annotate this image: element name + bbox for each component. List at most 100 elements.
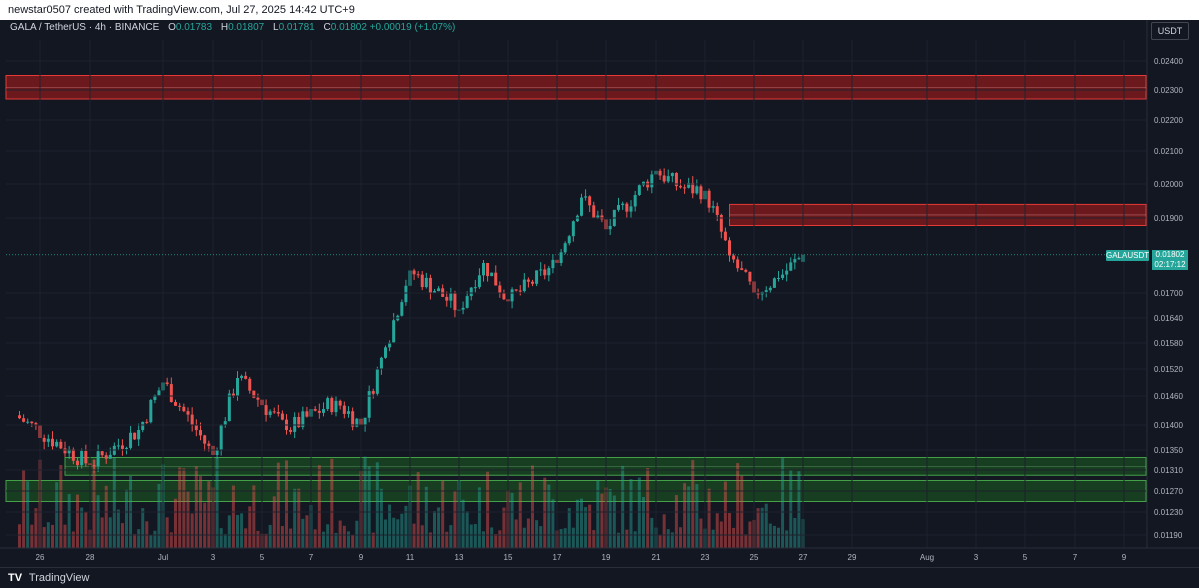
candle-body	[322, 409, 325, 413]
x-tick-label: 5	[1023, 553, 1028, 562]
attribution-text: newstar0507 created with TradingView.com…	[8, 4, 355, 16]
volume-bar	[59, 465, 63, 548]
volume-bar	[256, 530, 260, 548]
volume-bar	[625, 529, 629, 548]
volume-bar	[125, 489, 128, 548]
x-tick-label: 29	[848, 553, 857, 562]
candle-body	[629, 206, 633, 212]
candle-body	[764, 290, 768, 292]
volume-bar	[617, 532, 620, 548]
candle-body	[531, 281, 534, 284]
volume-bar	[575, 499, 579, 548]
volume-bar	[543, 477, 547, 548]
x-tick-label: 11	[406, 553, 415, 562]
volume-bar	[392, 517, 396, 548]
volume-bar	[441, 480, 445, 548]
volume-bar	[342, 525, 346, 548]
volume-bar	[112, 457, 116, 548]
volume-bar	[63, 524, 67, 548]
volume-bar	[453, 490, 457, 548]
volume-bar	[715, 513, 719, 548]
volume-bar	[469, 524, 473, 548]
volume-bar	[547, 484, 551, 548]
volume-bar	[764, 503, 768, 548]
candle-body	[194, 424, 198, 431]
x-tick-label: 7	[1073, 553, 1078, 562]
candle-body	[633, 195, 637, 207]
volume-bar	[347, 531, 350, 548]
volume-bar	[789, 470, 793, 548]
candle-body	[355, 418, 359, 427]
volume-bar	[272, 496, 276, 548]
volume-bar	[687, 486, 691, 548]
tradingview-logo-icon[interactable]: TV	[8, 572, 23, 584]
volume-bar	[437, 507, 441, 548]
candle-body	[252, 390, 256, 398]
volume-bar	[236, 514, 239, 548]
volume-bar	[412, 523, 416, 548]
candle-body	[371, 391, 375, 394]
volume-bar	[670, 532, 674, 548]
volume-bar	[433, 510, 436, 548]
y-tick-label: 0.02100	[1154, 147, 1183, 156]
volume-bar	[351, 534, 355, 548]
volume-bar	[420, 525, 424, 548]
candle-body	[793, 259, 797, 263]
volume-bar	[67, 494, 71, 548]
volume-bar	[363, 456, 367, 548]
price-chart[interactable]: 0.02400 0.02300 0.02200 0.02100 0.02000 0.019…	[0, 20, 1199, 567]
y-tick-label: 0.01460	[1154, 392, 1183, 401]
candle-body	[679, 186, 682, 188]
volume-bar	[674, 495, 678, 548]
volume-bar	[55, 482, 59, 548]
candle-body	[120, 445, 124, 449]
x-tick-label: 7	[309, 553, 314, 562]
candle-body	[67, 449, 71, 454]
volume-bar	[785, 530, 789, 548]
x-tick-label: 26	[36, 553, 45, 562]
candle-body	[227, 393, 231, 422]
candle-body	[526, 279, 530, 282]
volume-bar	[679, 527, 682, 548]
candle-body	[92, 465, 96, 467]
candle-body	[502, 292, 506, 300]
volume-bar	[449, 525, 453, 548]
x-tick-label: 3	[211, 553, 216, 562]
candle-body	[330, 398, 334, 413]
volume-bar	[137, 529, 141, 548]
volume-bar	[563, 528, 567, 548]
volume-bar	[756, 508, 760, 548]
volume-bar	[760, 507, 764, 548]
candle-body	[240, 375, 244, 378]
volume-bar	[728, 513, 731, 548]
candle-body	[691, 182, 695, 194]
volume-bar	[695, 484, 699, 548]
candle-body	[559, 252, 563, 263]
candle-body	[580, 197, 583, 216]
volume-bar	[367, 466, 371, 548]
tradingview-brand[interactable]: TradingView	[28, 572, 90, 584]
volume-bar	[182, 468, 186, 548]
y-tick-label: 0.01400	[1154, 421, 1183, 430]
volume-bar	[465, 511, 469, 548]
currency-button[interactable]: USDT	[1151, 22, 1189, 40]
volume-bar	[34, 508, 38, 548]
x-tick-label: 3	[974, 553, 979, 562]
candle-body	[723, 231, 727, 241]
candle-body	[789, 262, 793, 271]
volume-bar	[293, 488, 297, 548]
candle-body	[699, 186, 703, 200]
low-label: L	[273, 22, 279, 33]
candle-body	[600, 215, 604, 220]
candle-body	[404, 285, 408, 303]
volume-bar	[268, 524, 272, 548]
candle-body	[543, 269, 547, 276]
x-tick-label: 25	[750, 553, 759, 562]
y-tick-label: 0.01640	[1154, 314, 1183, 323]
symbol-title[interactable]: GALA / TetherUS · 4h · BINANCE	[10, 22, 160, 33]
x-tick-label: 28	[86, 553, 95, 562]
volume-bar	[22, 470, 26, 548]
candle-body	[297, 417, 301, 427]
candle-body	[190, 414, 194, 425]
candle-body	[244, 375, 248, 379]
